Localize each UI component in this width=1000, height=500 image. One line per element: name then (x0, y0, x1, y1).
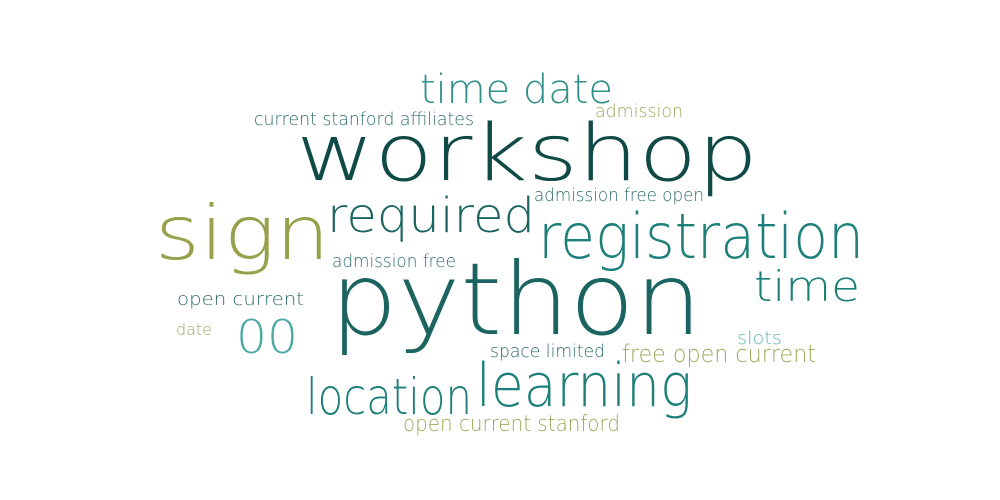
word-time: time (754, 262, 861, 311)
word-admission-free: admission free (332, 251, 456, 272)
word-slots: slots (737, 328, 782, 349)
word-location: location (306, 368, 472, 426)
word-time-date: time date (420, 67, 613, 113)
word-required: required (327, 188, 536, 244)
word-python: python (330, 241, 702, 358)
word-current-stanford-affiliates: current stanford affiliates (254, 109, 475, 130)
word-registration: registration (538, 200, 865, 273)
word-sign: sign (155, 189, 331, 277)
word-open-current-stanford: open current stanford (403, 412, 620, 437)
word-space-limited: space limited (490, 341, 606, 362)
word-date: date (176, 320, 212, 339)
word-free-open-current: free open current (622, 340, 817, 368)
word-00: 00 (236, 310, 299, 364)
word-workshop: workshop (296, 109, 758, 199)
word-admission: admission (595, 101, 683, 122)
word-open-current: open current (177, 289, 304, 310)
word-admission-free-open: admission free open (534, 185, 704, 206)
word-learning: learning (476, 351, 693, 421)
